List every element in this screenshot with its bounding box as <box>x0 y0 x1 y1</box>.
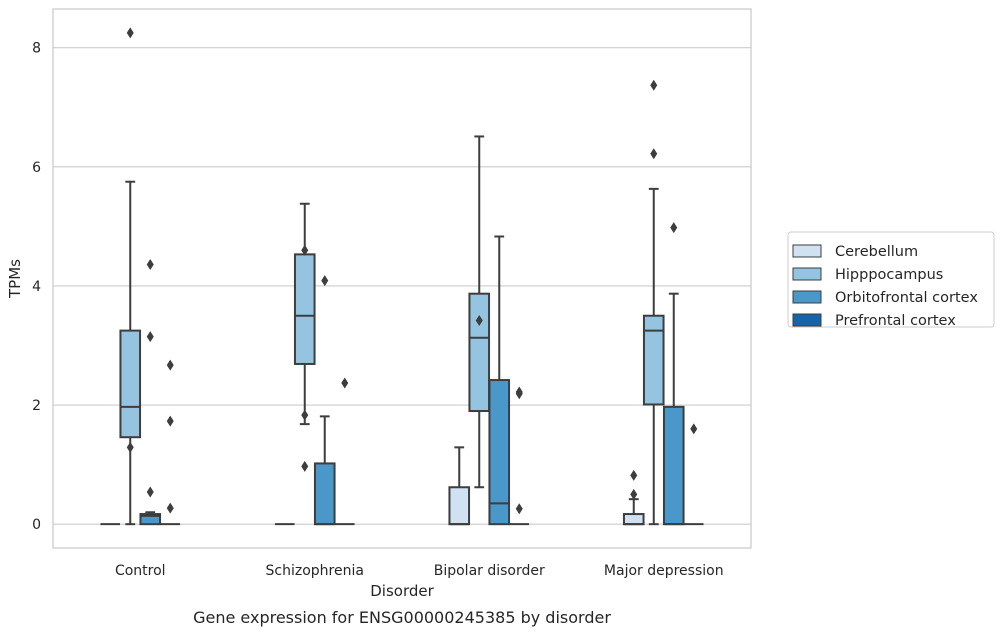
box-iqr <box>642 314 665 406</box>
box-iqr <box>448 486 471 526</box>
box-iqr <box>622 513 645 526</box>
x-tick-labels: Control Schizophrenia Bipolar disorder Majo… <box>115 563 724 579</box>
outlier-point <box>321 275 329 287</box>
box-prefrontal-cortex-0 <box>160 359 181 526</box>
outlier-point <box>650 148 658 160</box>
outlier-point <box>166 415 174 427</box>
outlier-point <box>146 331 154 343</box>
box-cerebellum-3 <box>622 469 645 526</box>
legend-label: Cerebellum <box>835 244 918 260</box>
outlier-point <box>630 469 638 481</box>
outlier-point <box>146 259 154 271</box>
outlier-point <box>690 423 698 435</box>
x-tick-label: Control <box>115 563 166 579</box>
box-orbitofrontal-cortex-1 <box>313 275 336 526</box>
plot-layer <box>100 27 704 526</box>
box-prefrontal-cortex-3 <box>683 423 704 526</box>
x-tick-label: Schizophrenia <box>266 563 364 579</box>
plot-frame <box>52 8 752 549</box>
y-tick-labels: 0 2 4 6 8 <box>32 41 41 533</box>
outlier-point <box>146 486 154 498</box>
grid-layer <box>53 47 751 525</box>
legend-label: Hipppocampus <box>835 267 943 283</box>
outlier-point <box>670 222 678 234</box>
box-iqr <box>313 462 336 526</box>
box-prefrontal-cortex-2 <box>509 386 530 526</box>
y-tick-label: 6 <box>32 160 41 176</box>
y-tick-label: 0 <box>32 517 41 533</box>
x-axis-label: Disorder <box>370 582 434 600</box>
box-iqr <box>293 253 316 365</box>
box-iqr <box>488 379 511 526</box>
x-tick-label: Bipolar disorder <box>434 563 545 579</box>
legend-label: Orbitofrontal cortex <box>835 290 978 306</box>
box-iqr <box>468 292 491 413</box>
legend-label: Prefrontal cortex <box>835 313 956 329</box>
outlier-point <box>126 27 134 39</box>
outlier-point <box>341 377 349 389</box>
box-prefrontal-cortex-1 <box>334 377 355 526</box>
box-orbitofrontal-cortex-0 <box>139 259 162 526</box>
chart-caption: Gene expression for ENSG00000245385 by d… <box>193 608 611 627</box>
outlier-point <box>301 409 309 421</box>
outlier-point <box>166 502 174 514</box>
outlier-point <box>166 359 174 371</box>
outlier-point <box>515 386 523 398</box>
box-iqr <box>662 405 685 526</box>
outlier-point <box>650 79 658 91</box>
box-iqr <box>119 329 142 439</box>
box-orbitofrontal-cortex-2 <box>488 235 511 526</box>
box-orbitofrontal-cortex-3 <box>662 222 685 526</box>
legend-swatch <box>792 267 822 281</box>
box-cerebellum-2 <box>448 446 471 526</box>
y-tick-label: 8 <box>32 41 41 57</box>
legend-frame <box>787 231 995 328</box>
box-hipppocampus-1 <box>293 202 316 472</box>
legend-swatch <box>792 244 822 258</box>
y-axis-label: TPMs <box>6 259 24 299</box>
outlier-point <box>515 503 523 515</box>
outlier-point <box>126 441 134 453</box>
legend-swatch <box>792 290 822 304</box>
box-iqr <box>139 513 162 526</box>
x-tick-label: Major depression <box>604 563 724 579</box>
y-tick-label: 2 <box>32 398 41 414</box>
outlier-point <box>301 460 309 472</box>
legend: Cerebellum Hipppocampus Orbitofrontal cort… <box>787 231 995 329</box>
box-hipppocampus-3 <box>642 79 665 526</box>
y-tick-label: 4 <box>32 279 41 295</box>
outlier-point <box>475 314 483 326</box>
legend-swatch <box>792 313 822 327</box>
outlier-point <box>301 244 309 256</box>
box-hipppocampus-0 <box>119 27 142 526</box>
box-hipppocampus-2 <box>468 135 491 489</box>
outlier-point <box>630 488 638 500</box>
